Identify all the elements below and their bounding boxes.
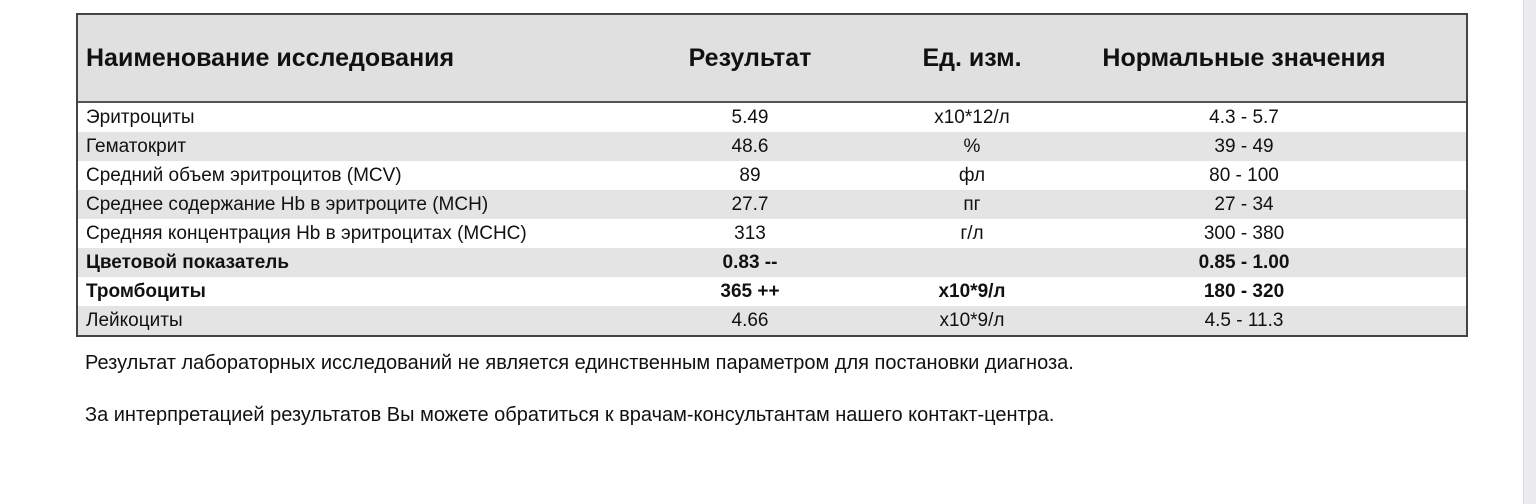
header-name: Наименование исследования <box>86 43 455 72</box>
table-row: Эритроциты 5.49 x10*12/л 4.3 - 5.7 <box>78 103 1466 132</box>
cell-unit: x10*12/л <box>934 106 1010 128</box>
cell-name: Лейкоциты <box>86 309 183 331</box>
cell-normal: 39 - 49 <box>1214 135 1274 157</box>
cell-name: Гематокрит <box>86 135 187 157</box>
cell-unit: г/л <box>960 222 984 244</box>
table-row: Средняя концентрация Hb в эритроцитах (M… <box>78 219 1466 248</box>
table-row: Гематокрит 48.6% 39 - 49 <box>78 132 1466 161</box>
cell-result: 89 <box>739 164 761 186</box>
cell-name: Средний объем эритроцитов (MCV) <box>86 164 402 186</box>
page-edge <box>1523 0 1536 504</box>
cell-name: Цветовой показатель <box>86 251 290 273</box>
consultation-note: За интерпретацией результатов Вы можете … <box>85 404 1055 426</box>
cell-unit: x10*9/л <box>938 280 1006 302</box>
cell-unit: x10*9/л <box>939 309 1005 331</box>
cell-unit: пг <box>963 193 981 215</box>
cell-result: 313 <box>734 222 766 244</box>
table-row: Тромбоциты 365 ++ x10*9/л 180 - 320 <box>78 277 1466 306</box>
header-normal: Нормальные значения <box>1102 43 1386 72</box>
cell-name: Эритроциты <box>86 106 195 128</box>
results-table: Наименование исследования Результат Ед. … <box>76 13 1468 337</box>
cell-name: Тромбоциты <box>86 280 206 302</box>
cell-result: 48.6 <box>731 135 769 157</box>
cell-result: 0.83 -- <box>722 251 778 273</box>
cell-name: Среднее содержание Hb в эритроците (MCH) <box>86 193 489 215</box>
table-row: Лейкоциты 4.66 x10*9/л 4.5 - 11.3 <box>78 306 1466 335</box>
cell-result: 4.66 <box>731 309 769 331</box>
header-result: Результат <box>688 43 812 72</box>
table-row: Средний объем эритроцитов (MCV) 89 фл 80 - … <box>78 161 1466 190</box>
cell-normal: 80 - 100 <box>1209 164 1279 186</box>
cell-normal: 4.5 - 11.3 <box>1204 309 1284 331</box>
cell-normal: 180 - 320 <box>1203 280 1285 302</box>
disclaimer-note: Результат лабораторных исследований не я… <box>85 352 1074 374</box>
header-unit: Ед. изм. <box>922 43 1022 72</box>
cell-normal: 27 - 34 <box>1214 193 1274 215</box>
cell-unit: % <box>963 135 981 157</box>
table-header: Наименование исследования Результат Ед. … <box>78 15 1466 103</box>
cell-result: 5.49 <box>731 106 769 128</box>
cell-normal: 4.3 - 5.7 <box>1209 106 1279 128</box>
cell-name: Средняя концентрация Hb в эритроцитах (M… <box>86 222 527 244</box>
cell-unit: фл <box>958 164 986 186</box>
cell-normal: 0.85 - 1.00 <box>1198 251 1290 273</box>
table-row: Среднее содержание Hb в эритроците (MCH)… <box>78 190 1466 219</box>
table-row: Цветовой показатель 0.83 -- 0.85 - 1.00 <box>78 248 1466 277</box>
cell-result: 27.7 <box>731 193 769 215</box>
cell-result: 365 ++ <box>720 280 780 302</box>
cell-normal: 300 - 380 <box>1203 222 1285 244</box>
